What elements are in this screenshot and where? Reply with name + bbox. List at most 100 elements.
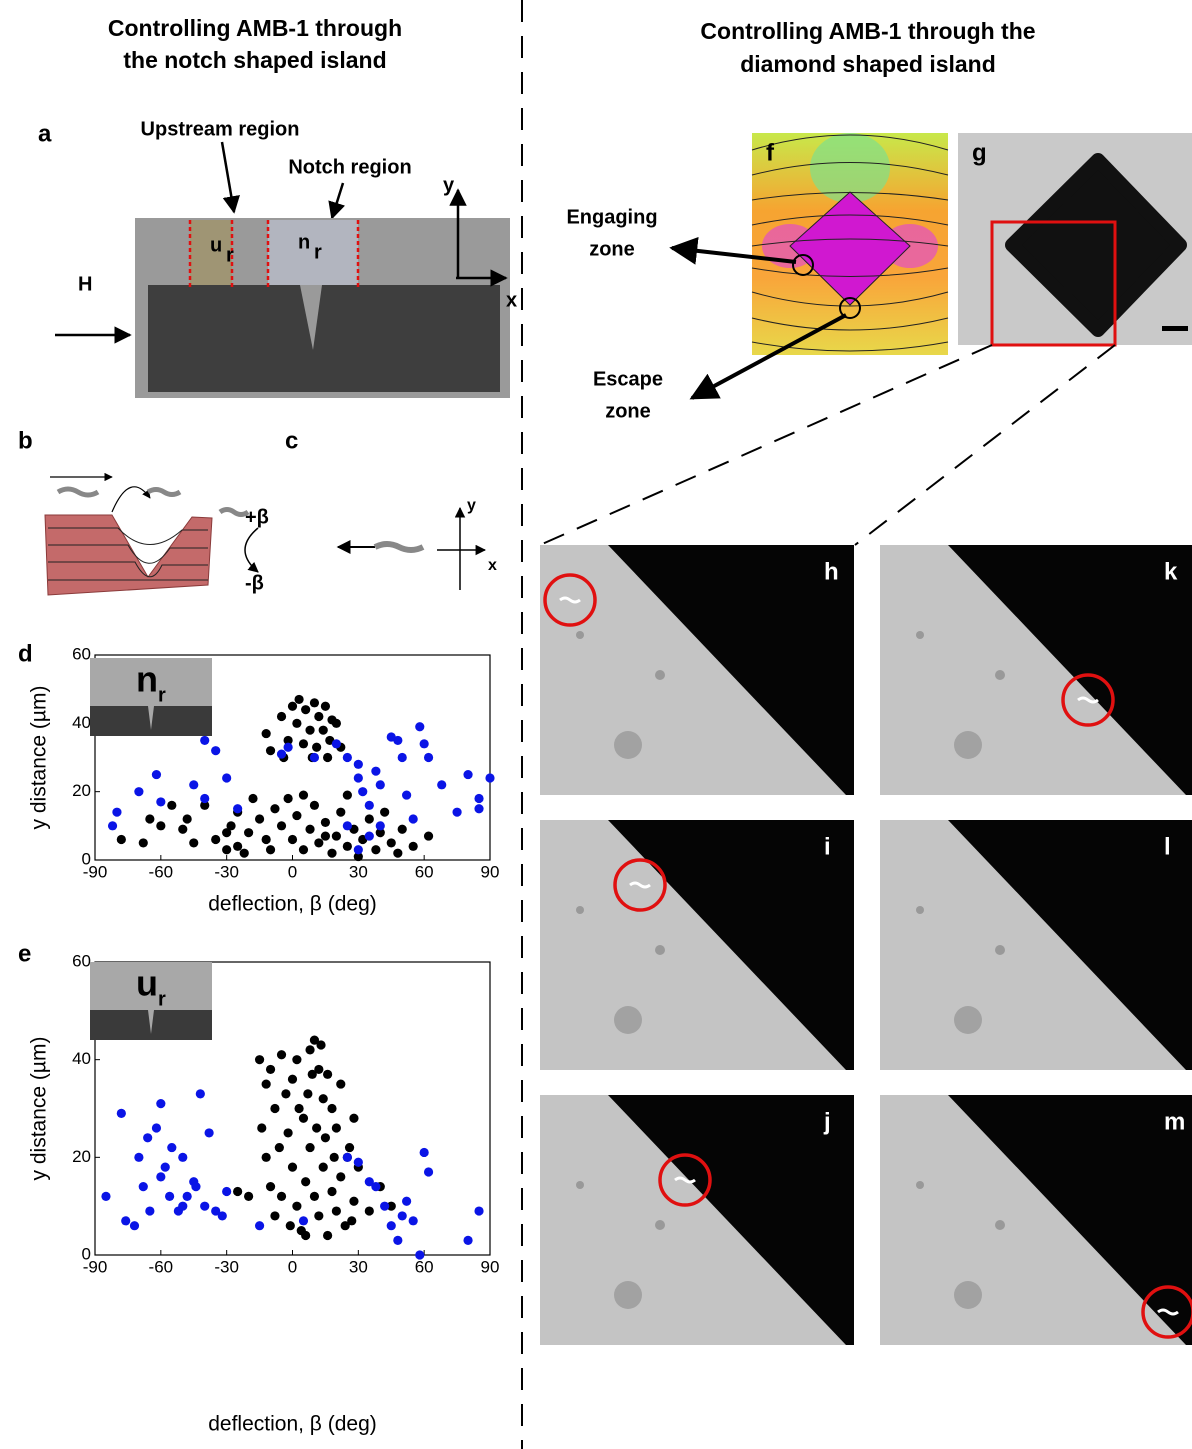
point: [134, 1152, 144, 1162]
point: [415, 722, 425, 732]
x-axis-title: deflection, β (deg): [208, 1413, 377, 1436]
point: [309, 1035, 320, 1045]
point: [244, 828, 254, 838]
region-label: r: [314, 241, 322, 263]
point: [301, 1177, 311, 1187]
point: [423, 752, 434, 763]
point: [189, 838, 199, 848]
point: [261, 834, 271, 845]
frame: l: [880, 820, 1192, 1182]
point: [312, 1123, 322, 1133]
point: [222, 1186, 232, 1197]
point: [342, 1152, 352, 1162]
x-tick-label: -90: [83, 862, 108, 881]
point: [292, 810, 302, 821]
point: [402, 1196, 412, 1206]
notch-schematic: [44, 514, 213, 596]
frame-label: m: [1164, 1108, 1185, 1135]
shape: [48, 527, 208, 545]
point: [327, 848, 337, 858]
shape: [48, 544, 208, 564]
debris: [954, 731, 982, 759]
bacterium: [674, 1176, 696, 1184]
point: [419, 1147, 429, 1158]
annotation: Notch region: [288, 156, 411, 178]
point: [167, 1142, 177, 1153]
bacterium: [56, 486, 100, 498]
point: [200, 735, 210, 746]
shape: [751, 291, 949, 307]
shape: [48, 561, 208, 578]
point: [358, 787, 368, 797]
point: [222, 828, 232, 838]
point: [276, 1191, 287, 1201]
point: [287, 1074, 298, 1084]
point: [364, 831, 374, 841]
point: [298, 1113, 309, 1123]
bacterium-marker: [543, 573, 597, 627]
panel-label: b: [18, 427, 33, 454]
point: [211, 746, 221, 756]
point: [261, 1152, 271, 1162]
region-label: n: [298, 231, 310, 253]
point: [331, 1123, 341, 1133]
x-tick-label: -60: [149, 1257, 174, 1276]
point: [270, 1211, 280, 1221]
point: [222, 773, 232, 783]
y-tick-label: 60: [72, 951, 91, 970]
point: [415, 1250, 425, 1260]
scale-bar: [1162, 326, 1188, 331]
point: [364, 800, 374, 810]
debris: [655, 945, 665, 955]
point: [408, 1216, 418, 1226]
point: [285, 1221, 295, 1231]
frame-label: j: [823, 1108, 831, 1135]
point: [287, 1162, 298, 1172]
debris: [614, 731, 642, 759]
point: [309, 752, 320, 763]
point: [178, 1152, 188, 1162]
point: [371, 766, 381, 776]
point: [167, 800, 177, 810]
inset-island: [90, 706, 212, 736]
point: [320, 1133, 331, 1143]
shape: [751, 267, 949, 277]
point: [364, 814, 374, 824]
point: [156, 821, 166, 831]
axis-label: x: [506, 289, 517, 311]
frame: m: [880, 1095, 1192, 1345]
point: [309, 800, 320, 810]
point: [314, 838, 324, 848]
point: [305, 824, 315, 834]
point: [314, 711, 324, 722]
point: [423, 831, 434, 841]
point: [116, 834, 126, 845]
point: [336, 1079, 346, 1089]
point: [298, 790, 309, 800]
point: [182, 1191, 192, 1201]
y-axis-title: y distance (µm): [28, 1037, 51, 1181]
point: [294, 694, 304, 705]
shape: [751, 317, 949, 331]
bacterium: [373, 541, 425, 553]
shape: [751, 341, 949, 352]
point: [294, 1103, 304, 1114]
point: [342, 790, 352, 800]
rotation-arrow: [244, 527, 259, 573]
point: [336, 1172, 346, 1182]
y-tick-label: 40: [72, 713, 91, 732]
region: [190, 220, 232, 285]
point: [101, 1191, 111, 1201]
point: [248, 793, 258, 804]
x-tick-label: 30: [349, 862, 368, 881]
axis-label: x: [488, 557, 497, 574]
point: [408, 841, 418, 851]
point: [160, 1162, 170, 1172]
annotation: +β: [245, 506, 269, 528]
point: [364, 1177, 374, 1187]
point: [371, 1182, 381, 1192]
point: [331, 739, 341, 749]
x-tick-label: -90: [83, 1257, 108, 1276]
point: [191, 1182, 201, 1192]
point: [276, 711, 287, 722]
